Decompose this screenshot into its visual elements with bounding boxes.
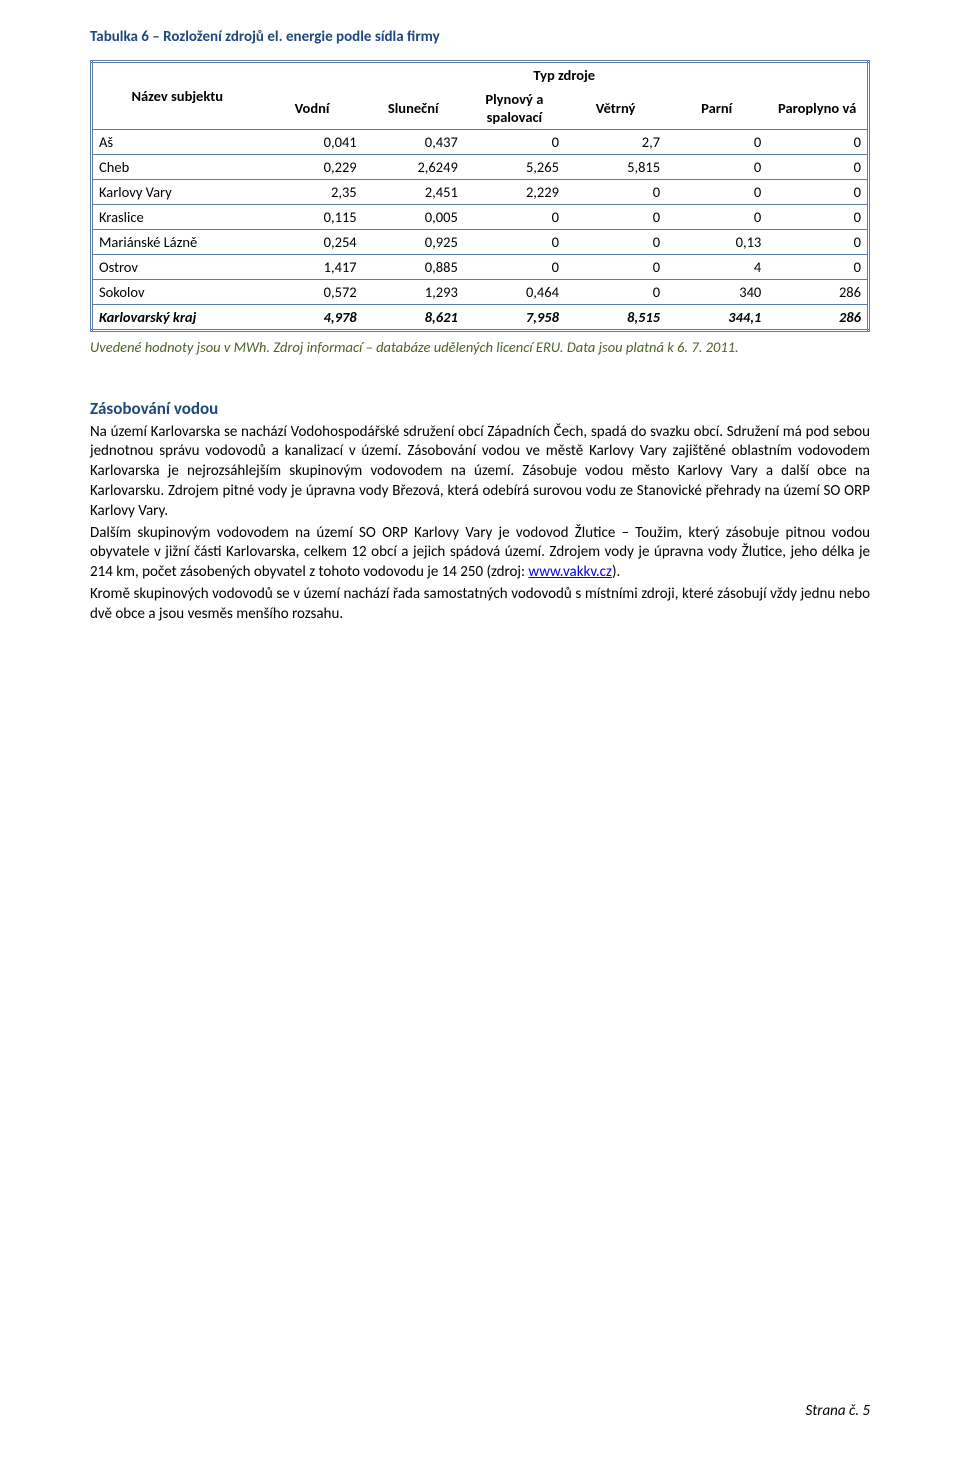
paragraph: Kromě skupinových vodovodů se v území na… [90,585,870,625]
cell: 0 [464,230,565,255]
cell: 340 [666,280,767,305]
cell: 0,464 [464,280,565,305]
cell: 0 [464,255,565,280]
page-footer: Strana č. 5 [806,1402,871,1420]
cell: 5,815 [565,155,666,180]
energy-table: Název subjektu Typ zdroje Vodní Sluneční… [90,60,870,332]
cell: 0 [666,205,767,230]
cell: 0 [565,180,666,205]
table-row: Cheb0,2292,62495,2655,81500 [92,155,869,180]
cell: 0 [767,155,868,180]
cell: 0,925 [363,230,464,255]
page: Tabulka 6 – Rozložení zdrojů el. energie… [0,0,960,1460]
total-cell: 286 [767,305,868,331]
cell: 2,451 [363,180,464,205]
cell: 0 [767,230,868,255]
cell: 0,885 [363,255,464,280]
cell: 2,7 [565,130,666,155]
row-name: Ostrov [92,255,262,280]
cell: 0 [565,230,666,255]
table-caption: Uvedené hodnoty jsou v MWh. Zdroj inform… [90,338,870,358]
cell: 0 [666,130,767,155]
cell: 0 [565,255,666,280]
total-cell: 8,621 [363,305,464,331]
cell: 2,6249 [363,155,464,180]
cell: 0 [767,255,868,280]
total-cell: 8,515 [565,305,666,331]
cell: 5,265 [464,155,565,180]
col-header: Větrný [565,87,666,130]
table-row: Karlovy Vary2,352,4512,229000 [92,180,869,205]
cell: 0,572 [262,280,363,305]
table-row: Aš0,0410,43702,700 [92,130,869,155]
paragraph: Na území Karlovarska se nachází Vodohosp… [90,423,870,522]
cell: 0 [767,205,868,230]
cell: 0 [464,205,565,230]
cell: 0,229 [262,155,363,180]
table-body: Aš0,0410,43702,700Cheb0,2292,62495,2655,… [92,130,869,305]
paragraph: Dalším skupinovým vodovodem na území SO … [90,524,870,583]
row-name: Karlovy Vary [92,180,262,205]
cell: 0,13 [666,230,767,255]
cell: 4 [666,255,767,280]
cell: 0 [666,155,767,180]
cell: 2,229 [464,180,565,205]
total-cell: 344,1 [666,305,767,331]
col-header: Parní [666,87,767,130]
table-title: Tabulka 6 – Rozložení zdrojů el. energie… [90,28,870,46]
cell: 0,115 [262,205,363,230]
cell: 0 [565,280,666,305]
col-header-name: Název subjektu [92,62,262,130]
col-header: Paroplyno vá [767,87,868,130]
cell: 0 [565,205,666,230]
row-name: Aš [92,130,262,155]
section-title: Zásobování vodou [90,398,870,419]
col-header: Vodní [262,87,363,130]
row-name: Kraslice [92,205,262,230]
row-name: Cheb [92,155,262,180]
col-header: Sluneční [363,87,464,130]
paragraph-text: Dalším skupinovým vodovodem na území SO … [90,524,870,582]
cell: 1,293 [363,280,464,305]
row-name: Mariánské Lázně [92,230,262,255]
cell: 0 [767,180,868,205]
col-header: Plynový a spalovací [464,87,565,130]
cell: 1,417 [262,255,363,280]
total-cell: 4,978 [262,305,363,331]
table-row: Ostrov1,4170,8850040 [92,255,869,280]
cell: 0 [767,130,868,155]
cell: 0 [464,130,565,155]
cell: 0,041 [262,130,363,155]
table-row: Sokolov0,5721,2930,4640340286 [92,280,869,305]
cell: 0,254 [262,230,363,255]
col-header-group: Typ zdroje [262,62,869,88]
cell: 286 [767,280,868,305]
table-row: Kraslice0,1150,0050000 [92,205,869,230]
cell: 0,005 [363,205,464,230]
cell: 0,437 [363,130,464,155]
cell: 2,35 [262,180,363,205]
paragraph-text: ). [612,563,620,581]
row-name: Sokolov [92,280,262,305]
link-vakkv[interactable]: www.vakkv.cz [528,563,612,581]
table-row: Mariánské Lázně0,2540,925000,130 [92,230,869,255]
cell: 0 [666,180,767,205]
table-total-row: Karlovarský kraj 4,978 8,621 7,958 8,515… [92,305,869,331]
total-name: Karlovarský kraj [92,305,262,331]
total-cell: 7,958 [464,305,565,331]
